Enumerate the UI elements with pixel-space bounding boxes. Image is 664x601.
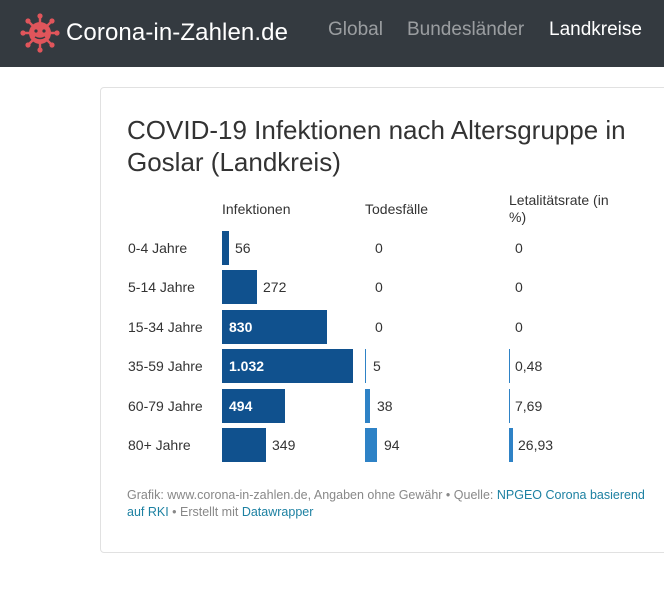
todesfaelle-value: 5 xyxy=(373,358,381,374)
letalitaet-bar xyxy=(509,349,510,383)
infektionen-value: 272 xyxy=(263,279,287,295)
letalitaet-bar xyxy=(509,389,510,423)
letalitaet-value: 7,69 xyxy=(515,398,543,414)
infektionen-bar xyxy=(222,349,353,383)
virus-icon xyxy=(20,13,60,53)
chart-footer: Grafik: www.corona-in-zahlen.de, Angaben… xyxy=(127,487,647,521)
row-label: 60-79 Jahre xyxy=(128,398,203,414)
infektionen-value: 830 xyxy=(229,319,253,335)
nav-link-landkreise[interactable]: Landkreise xyxy=(549,19,642,40)
infektionen-value: 494 xyxy=(229,398,253,414)
todesfaelle-bar xyxy=(365,349,366,383)
letalitaet-value: 0 xyxy=(515,240,523,256)
todesfaelle-value: 0 xyxy=(375,319,383,335)
top-navbar: Corona-in-Zahlen.de Global Bundesländer … xyxy=(0,0,664,67)
todesfaelle-value: 38 xyxy=(377,398,393,414)
letalitaet-value: 26,93 xyxy=(518,437,554,453)
brand-name: Corona-in-Zahlen.de xyxy=(66,19,289,46)
todesfaelle-bar xyxy=(365,389,370,423)
row-label: 80+ Jahre xyxy=(128,437,191,453)
infektionen-bar xyxy=(222,270,257,304)
infektionen-value: 1.032 xyxy=(229,358,265,374)
chart-card xyxy=(100,87,664,553)
letalitaet-value: 0 xyxy=(515,279,523,295)
row-label: 15-34 Jahre xyxy=(128,319,203,335)
footer-text-middle: • Erstellt mit xyxy=(168,505,242,519)
infektionen-bar xyxy=(222,231,229,265)
datawrapper-link[interactable]: Datawrapper xyxy=(241,505,314,519)
todesfaelle-value: 0 xyxy=(375,240,383,256)
letalitaet-bar xyxy=(509,428,513,462)
brand-link[interactable]: Corona-in-Zahlen.de xyxy=(20,13,288,53)
footer-text-prefix: Grafik: www.corona-in-zahlen.de, Angaben… xyxy=(127,488,497,502)
infektionen-value: 349 xyxy=(272,437,296,453)
todesfaelle-value: 94 xyxy=(384,437,400,453)
row-label: 5-14 Jahre xyxy=(128,279,195,295)
column-header-todesfaelle: Todesfälle xyxy=(365,201,429,217)
source-link[interactable]: NPGEO Corona basierend auf RKI xyxy=(127,488,645,519)
nav-link-bundeslaender[interactable]: Bundesländer xyxy=(407,19,525,40)
letalitaet-value: 0 xyxy=(515,319,523,335)
row-label: 35-59 Jahre xyxy=(128,358,203,374)
letalitaet-value: 0,48 xyxy=(515,358,543,374)
infektionen-bar xyxy=(222,310,327,344)
nav-link-global[interactable]: Global xyxy=(328,19,383,40)
infektionen-bar xyxy=(222,389,285,423)
row-label: 0-4 Jahre xyxy=(128,240,188,256)
column-header-infektionen: Infektionen xyxy=(222,201,291,217)
todesfaelle-bar xyxy=(365,428,377,462)
infektionen-bar xyxy=(222,428,266,462)
todesfaelle-value: 0 xyxy=(375,279,383,295)
infektionen-value: 56 xyxy=(235,240,251,256)
chart-title: COVID-19 Infektionen nach Altersgruppe i… xyxy=(127,115,626,177)
column-header-letalitaet: Letalitätsrate (in %) xyxy=(509,192,609,225)
